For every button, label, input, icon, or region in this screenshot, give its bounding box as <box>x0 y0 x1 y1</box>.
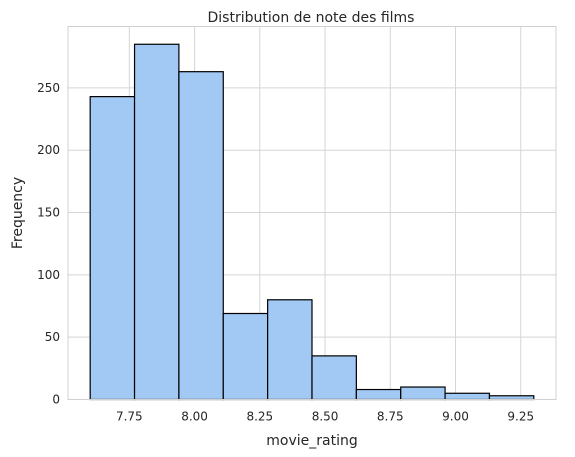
x-tick-label: 8.25 <box>246 410 273 424</box>
histogram-bar <box>133 43 180 401</box>
histogram-bar <box>222 312 269 401</box>
x-tick-label: 9.00 <box>442 410 469 424</box>
histogram-bar <box>178 71 224 401</box>
bars <box>89 43 535 401</box>
y-tick-label: 250 <box>37 81 60 95</box>
histogram-bar <box>311 355 357 401</box>
x-tick-label: 8.00 <box>181 410 208 424</box>
x-tick-label: 8.75 <box>377 410 404 424</box>
y-axis-label: Frequency <box>10 177 26 249</box>
y-tick-label: 150 <box>37 206 60 220</box>
histogram-bar <box>355 388 402 401</box>
y-ticks: 0 50 100 150 200 250 <box>37 81 60 407</box>
y-tick-label: 0 <box>52 393 60 407</box>
x-tick-label: 9.25 <box>507 410 534 424</box>
y-tick-label: 100 <box>37 268 60 282</box>
y-tick-label: 50 <box>45 330 60 344</box>
chart-title: Distribution de note des films <box>208 10 415 26</box>
x-ticks: 7.75 8.00 8.25 8.50 8.75 9.00 9.25 <box>116 410 534 424</box>
plot-frame <box>67 26 557 400</box>
histogram-bar <box>488 395 535 401</box>
histogram-bar <box>444 392 491 401</box>
x-tick-label: 7.75 <box>116 410 143 424</box>
x-tick-label: 8.50 <box>312 410 339 424</box>
x-axis-label: movie_rating <box>266 433 357 449</box>
histogram-bar <box>400 386 446 401</box>
histogram-bar <box>267 299 313 401</box>
histogram-bar <box>89 96 136 401</box>
y-tick-label: 200 <box>37 143 60 157</box>
